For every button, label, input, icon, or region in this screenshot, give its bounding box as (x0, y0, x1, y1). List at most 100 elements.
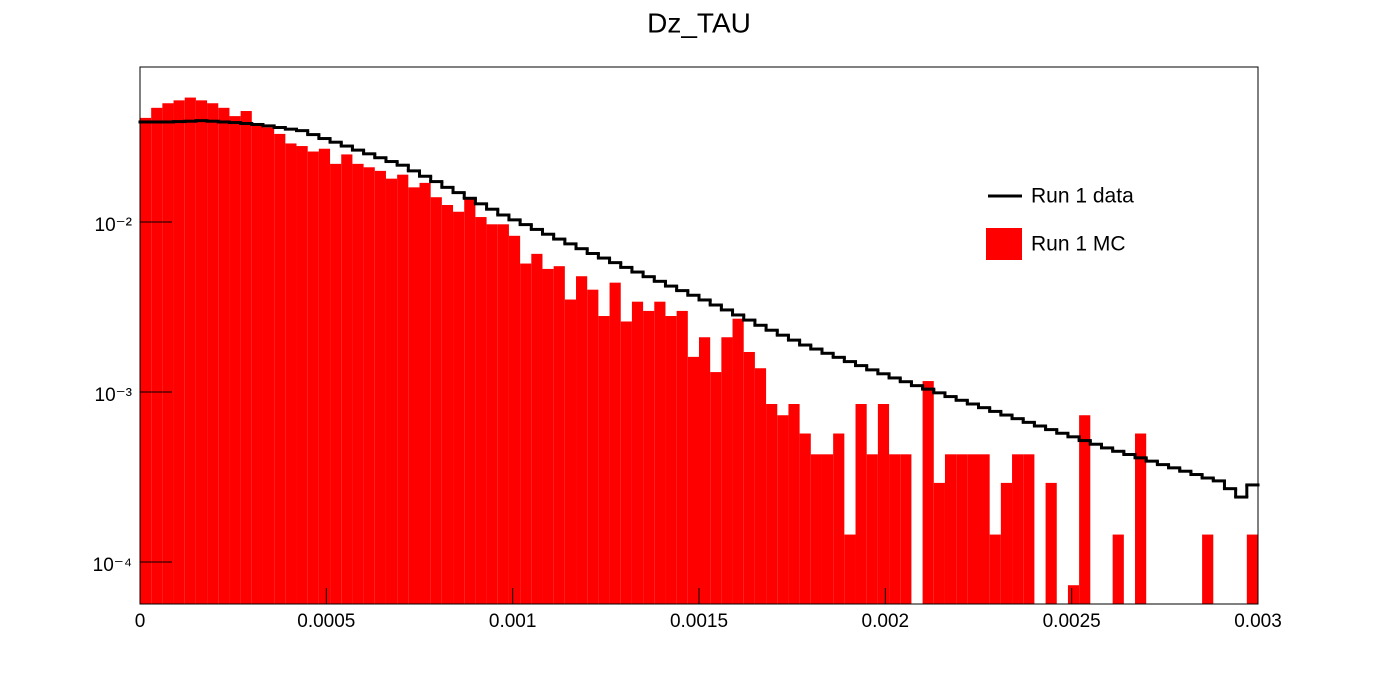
bar (430, 197, 442, 605)
bar (285, 143, 297, 604)
bar (956, 454, 968, 604)
bar (576, 276, 588, 604)
bar (665, 316, 677, 604)
bar (1000, 482, 1013, 604)
bar (497, 224, 509, 605)
bar (877, 404, 890, 604)
bar (363, 167, 375, 604)
bar (508, 235, 521, 605)
bar (251, 123, 263, 605)
bar (978, 454, 990, 604)
bar (676, 310, 688, 604)
bar (643, 310, 655, 604)
bar (799, 433, 811, 604)
bar (944, 454, 957, 604)
bar (553, 266, 565, 604)
bar (218, 107, 230, 604)
y-tick-label: 10⁻³ (95, 385, 133, 406)
bar (307, 151, 319, 604)
x-tick-label: 0.0025 (1043, 611, 1101, 632)
bar (240, 111, 252, 605)
bar (229, 116, 241, 604)
bar (397, 174, 409, 604)
bar (866, 454, 878, 604)
chart-title: Dz_TAU (647, 7, 751, 38)
x-tick-label: 0.001 (489, 611, 537, 632)
bar (989, 534, 1001, 604)
bar (609, 282, 621, 604)
bar (274, 133, 286, 605)
legend-label: Run 1 MC (1031, 233, 1126, 256)
x-tick-label: 0.002 (862, 611, 910, 632)
bar (1012, 454, 1024, 604)
bar (296, 146, 308, 604)
bar (933, 482, 945, 604)
bar (922, 381, 934, 604)
bar (1112, 534, 1124, 604)
bar (162, 103, 174, 605)
bar (520, 263, 532, 604)
bar (844, 534, 856, 604)
bar (967, 454, 979, 604)
bar (262, 127, 275, 604)
bar (486, 224, 498, 605)
bar (195, 100, 208, 604)
bar (318, 148, 331, 605)
bar (710, 372, 722, 604)
bar (788, 404, 800, 604)
y-tick-label: 10⁻⁴ (93, 555, 132, 576)
bar (531, 253, 543, 604)
bar (207, 103, 219, 605)
bar (352, 163, 364, 604)
bar (542, 268, 554, 604)
bar (687, 356, 699, 604)
bar (184, 97, 196, 604)
x-tick-label: 0 (135, 611, 146, 632)
bar (721, 337, 733, 604)
bar (833, 433, 845, 604)
bar (855, 404, 867, 604)
bar (1045, 482, 1057, 604)
bar (173, 100, 185, 604)
bar (777, 415, 789, 604)
legend-swatch (986, 228, 1022, 260)
bar (441, 204, 454, 605)
y-tick-label: 10⁻² (95, 215, 133, 236)
bar (587, 289, 599, 604)
bar (1202, 534, 1214, 604)
bar (330, 163, 342, 604)
bar (766, 404, 778, 604)
bar (821, 454, 834, 604)
x-tick-label: 0.0005 (297, 611, 355, 632)
bar (1023, 454, 1035, 604)
bar (1079, 415, 1091, 604)
x-tick-label: 0.0015 (670, 611, 728, 632)
bar (754, 368, 767, 604)
bar (732, 318, 744, 604)
bar (1135, 433, 1147, 604)
bar (631, 301, 644, 604)
bar (374, 170, 386, 604)
bar (654, 301, 666, 604)
bar (140, 117, 152, 605)
bar (464, 198, 476, 604)
legend-label: Run 1 data (1031, 185, 1134, 208)
bar (151, 107, 163, 604)
bar (408, 187, 420, 605)
bar (419, 182, 431, 605)
bar (385, 178, 398, 605)
bar (1067, 585, 1080, 604)
bar (743, 351, 755, 604)
x-tick-label: 0.003 (1234, 611, 1282, 632)
bar (889, 454, 901, 604)
bar (620, 321, 632, 604)
bar (699, 337, 711, 604)
bar (564, 299, 577, 604)
bar (341, 154, 353, 604)
bar (810, 454, 822, 604)
bar (475, 217, 487, 604)
bar (1246, 534, 1258, 604)
bar (598, 316, 610, 604)
bar (453, 211, 465, 604)
